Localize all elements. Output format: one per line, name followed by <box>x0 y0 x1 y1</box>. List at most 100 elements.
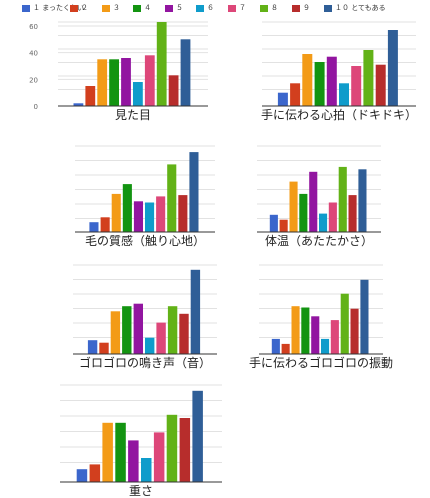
bar-5 <box>311 316 320 354</box>
bar-4 <box>115 422 126 482</box>
y-tick-label: 60 <box>29 23 38 31</box>
legend: １ まったくない ２ ３ ４ ５ ６ ７ ８ ９ １０ とてもある <box>22 3 428 15</box>
bar-7 <box>351 66 362 106</box>
bar-5 <box>326 56 337 106</box>
bar-3 <box>289 181 298 232</box>
bar-7 <box>144 55 155 106</box>
chart-title: 見た目 <box>115 108 151 122</box>
bar-8 <box>338 166 347 232</box>
chart-title: 体温（あたたかさ） <box>265 234 373 248</box>
bar-2 <box>85 86 96 106</box>
bar-8 <box>363 50 374 106</box>
bar-8 <box>166 414 178 482</box>
legend-swatch <box>196 5 204 12</box>
chart-title: 手に伝わる心拍（ドキドキ） <box>261 107 417 122</box>
bar-6 <box>145 337 155 354</box>
bar-4 <box>122 184 132 232</box>
bar-8 <box>340 293 349 354</box>
bar-2 <box>89 464 101 482</box>
bar-3 <box>111 193 121 232</box>
bar-3 <box>97 59 108 106</box>
legend-label: ５ <box>176 4 183 12</box>
bar-1 <box>76 469 88 482</box>
bar-1 <box>87 340 98 354</box>
bar-6 <box>321 338 330 354</box>
bar-10 <box>189 152 199 232</box>
bar-7 <box>153 432 165 482</box>
bar-4 <box>122 306 132 354</box>
bar-5 <box>128 440 139 482</box>
y-tick-label: 0 <box>34 103 38 111</box>
bar-2 <box>100 217 110 232</box>
bar-2 <box>281 343 290 354</box>
legend-label: ４ <box>144 4 151 12</box>
bar-6 <box>145 202 155 232</box>
bar-7 <box>156 322 166 354</box>
bar-4 <box>109 59 119 106</box>
legend-label: ７ <box>239 4 246 12</box>
bar-6 <box>339 83 349 106</box>
y-tick-label: 20 <box>29 76 38 84</box>
bar-10 <box>387 30 398 106</box>
bar-5 <box>121 58 131 106</box>
bar-6 <box>141 458 152 482</box>
bar-7 <box>328 202 337 232</box>
bar-4 <box>301 307 310 354</box>
legend-label: ３ <box>113 4 120 12</box>
bar-10 <box>180 39 191 106</box>
chart-title: 毛の質感（触り心地） <box>85 233 205 248</box>
bar-3 <box>102 422 113 482</box>
bar-3 <box>110 311 121 354</box>
legend-swatch <box>165 5 173 12</box>
bar-9 <box>350 308 359 354</box>
bar-1 <box>73 103 84 106</box>
bar-1 <box>277 92 288 106</box>
legend-label: ９ <box>303 4 310 12</box>
legend-swatch <box>22 5 30 12</box>
chart-title: ゴロゴロの鳴き声（音） <box>79 355 211 370</box>
legend-swatch <box>292 5 300 12</box>
bar-7 <box>156 196 166 232</box>
bar-2 <box>279 219 288 232</box>
bar-6 <box>133 82 143 106</box>
bar-4 <box>314 62 325 106</box>
legend-swatch <box>133 5 141 12</box>
bar-4 <box>299 193 308 232</box>
bar-9 <box>348 195 357 232</box>
bar-3 <box>302 54 313 106</box>
bar-9 <box>168 75 179 106</box>
legend-swatch <box>260 5 268 12</box>
bar-2 <box>99 342 109 354</box>
bar-9 <box>178 195 188 232</box>
bar-5 <box>133 303 143 354</box>
bar-3 <box>291 306 300 354</box>
bar-9 <box>179 313 189 354</box>
y-tick-label: 40 <box>29 50 38 58</box>
legend-label: １ まったくない <box>33 4 84 12</box>
legend-label: ６ <box>207 4 214 12</box>
legend-label: １０ とてもある <box>335 4 386 12</box>
bar-9 <box>375 64 386 106</box>
bar-8 <box>167 306 178 354</box>
bar-8 <box>167 164 177 232</box>
legend-swatch <box>228 5 236 12</box>
bar-5 <box>133 201 143 232</box>
chart-title: 手に伝わるゴロゴロの振動 <box>249 355 393 370</box>
bar-5 <box>309 171 318 232</box>
bar-7 <box>330 320 339 354</box>
legend-label: ２ <box>81 4 88 12</box>
legend-swatch <box>70 5 78 12</box>
legend-swatch <box>324 5 332 12</box>
bar-10 <box>358 169 367 232</box>
bar-9 <box>179 418 191 482</box>
bar-10 <box>360 279 369 354</box>
chart-title: 重さ <box>129 484 153 498</box>
bar-1 <box>89 222 99 232</box>
legend-label: ８ <box>271 4 278 12</box>
